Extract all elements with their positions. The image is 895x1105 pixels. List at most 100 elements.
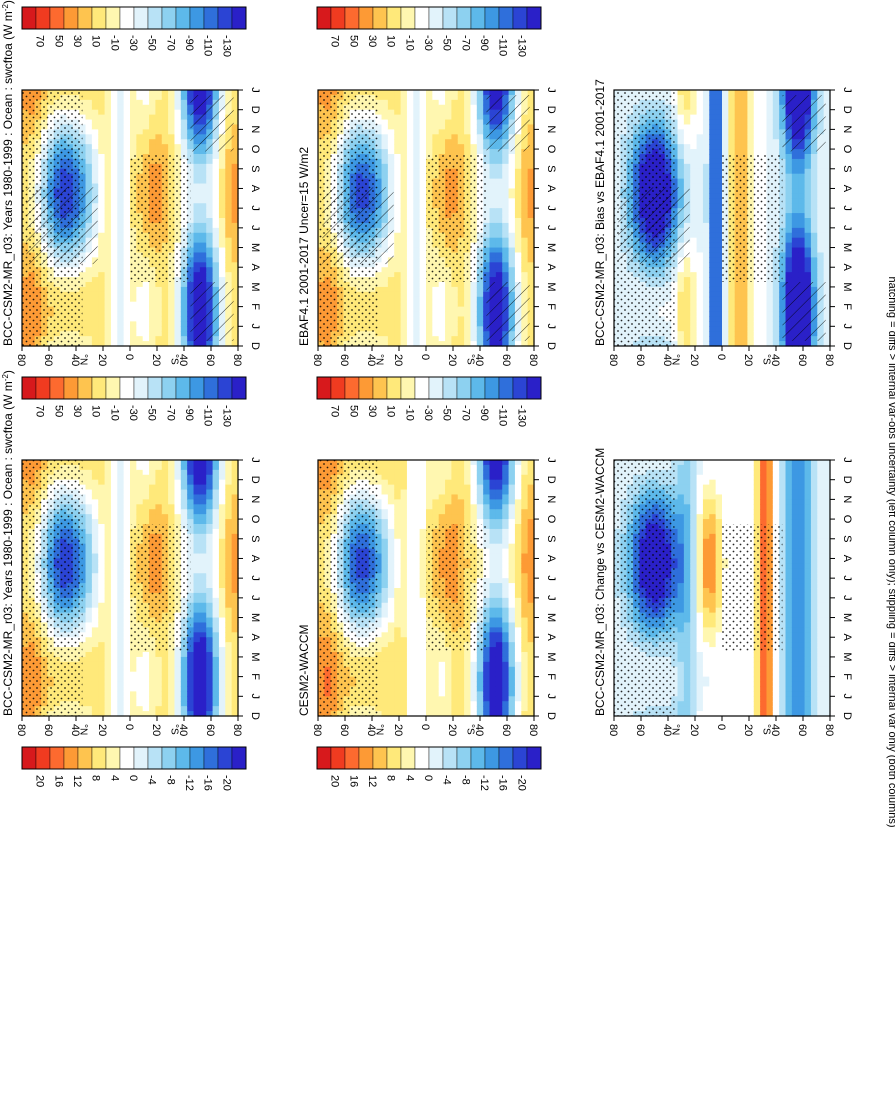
heatmap-cell	[149, 341, 157, 347]
heatmap-cell	[168, 282, 176, 288]
heatmap-cell	[110, 336, 118, 342]
colorbar-swatch	[49, 746, 65, 770]
heatmap-cell	[180, 326, 188, 332]
colorbar-label: -4	[441, 775, 453, 785]
heatmap-cell	[231, 686, 239, 692]
heatmap-cell	[193, 666, 201, 673]
heatmap-cell	[381, 331, 389, 337]
heatmap-cell	[193, 163, 201, 170]
heatmap-cell	[206, 208, 214, 214]
heatmap-cell	[212, 583, 220, 589]
heatmap-cell	[206, 524, 214, 530]
heatmap-cell	[79, 296, 87, 303]
heatmap-cell	[91, 104, 99, 111]
heatmap-cell	[193, 681, 201, 688]
heatmap-cell	[123, 213, 131, 219]
heatmap-cell	[199, 681, 207, 688]
heatmap-cell	[117, 232, 125, 239]
heatmap-cell	[438, 296, 446, 303]
heatmap-cell	[419, 336, 427, 342]
heatmap-cell	[85, 681, 93, 688]
heatmap-cell	[91, 311, 99, 318]
heatmap-cell	[104, 129, 112, 135]
heatmap-cell	[155, 139, 163, 145]
heatmap-cell	[193, 661, 201, 668]
colorbar-label: 10	[385, 405, 397, 417]
heatmap-cell	[193, 676, 201, 683]
heatmap-cell	[130, 701, 137, 707]
heatmap-cell	[161, 301, 169, 308]
heatmap-cell	[142, 316, 150, 322]
heatmap-cell	[199, 149, 207, 155]
heatmap-cell	[231, 701, 239, 707]
heatmap-cell	[136, 341, 144, 347]
heatmap-cell	[123, 134, 131, 140]
heatmap-cell	[193, 578, 201, 584]
heatmap-cell	[85, 711, 93, 717]
heatmap-cell	[206, 622, 214, 628]
heatmap-cell	[231, 232, 239, 239]
heatmap-cell	[231, 119, 239, 126]
heatmap-cell	[212, 563, 220, 569]
heatmap-cell	[225, 277, 233, 283]
heatmap-cell	[110, 533, 118, 540]
heatmap-cell	[123, 509, 131, 515]
heatmap-cell	[199, 222, 207, 229]
heatmap-cell	[387, 104, 395, 111]
heatmap-cell	[180, 489, 188, 496]
heatmap-cell	[400, 291, 408, 298]
colorbar-swatch	[49, 376, 65, 400]
heatmap-cell	[231, 168, 239, 175]
heatmap-cell	[123, 671, 131, 678]
heatmap-cell	[79, 139, 87, 145]
heatmap-cell	[123, 474, 131, 481]
colorbar-swatch	[400, 746, 416, 770]
heatmap-cell	[161, 104, 169, 111]
heatmap-cell	[212, 617, 220, 624]
heatmap-cell	[413, 321, 421, 327]
heatmap-cell	[98, 90, 106, 96]
heatmap-cell	[206, 642, 214, 648]
heatmap-cell	[79, 262, 87, 268]
heatmap-cell	[381, 158, 389, 165]
heatmap-cell	[79, 607, 87, 614]
heatmap-cell	[199, 548, 207, 555]
heatmap-cell	[85, 676, 93, 683]
colorbar-label: -110	[202, 35, 214, 56]
heatmap-cell	[187, 607, 195, 614]
heatmap-cell	[155, 316, 163, 322]
heatmap-cell	[187, 563, 195, 569]
heatmap-cell	[79, 588, 87, 594]
heatmap-cell	[142, 691, 150, 697]
heatmap-cell	[123, 139, 131, 145]
heatmap-cell	[168, 336, 176, 342]
heatmap-cell	[199, 203, 207, 209]
heatmap-cell	[91, 306, 99, 313]
heatmap-cell	[79, 99, 87, 106]
heatmap-cell	[117, 711, 125, 717]
heatmap-cell	[375, 301, 383, 308]
heatmap-cell	[199, 583, 207, 589]
heatmap-cell	[375, 267, 383, 273]
heatmap-cell	[218, 149, 226, 155]
heatmap-cell	[225, 543, 233, 550]
heatmap-cell	[79, 691, 87, 697]
heatmap-cell	[212, 676, 220, 683]
heatmap-cell	[394, 227, 402, 234]
heatmap-cell	[142, 301, 150, 308]
heatmap-cell	[199, 691, 207, 697]
heatmap-cell	[123, 538, 131, 545]
colorbar-label: -4	[146, 775, 158, 785]
month-tick-label: J	[249, 694, 261, 700]
heatmap-cell	[117, 691, 125, 697]
heatmap-cell	[79, 528, 87, 535]
heatmap-cell	[155, 460, 163, 466]
heatmap-cell	[193, 232, 201, 239]
heatmap-cell	[231, 642, 239, 648]
heatmap-cell	[445, 301, 453, 308]
colorbar-label: -50	[146, 35, 158, 51]
heatmap-cell	[98, 671, 106, 678]
heatmap-cell	[85, 99, 93, 106]
heatmap-cell	[117, 519, 125, 525]
heatmap-cell	[218, 528, 226, 535]
